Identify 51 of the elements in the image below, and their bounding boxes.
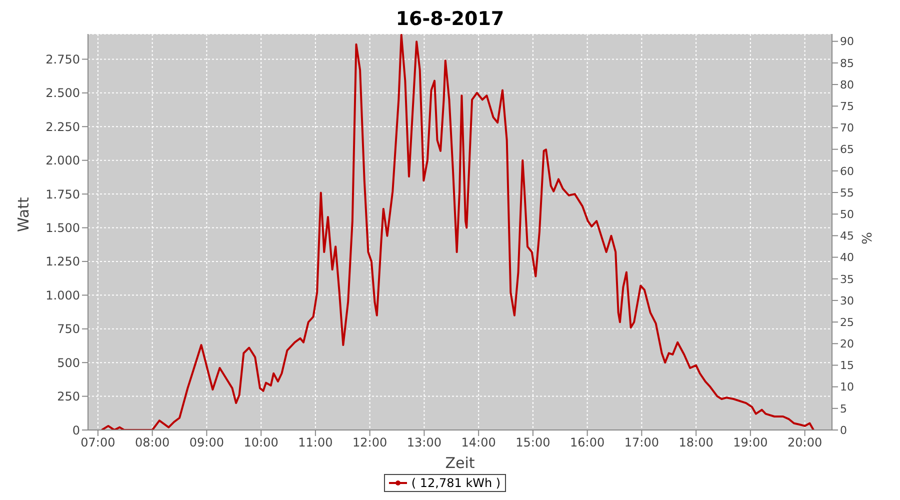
y2-tick-label: 45 bbox=[840, 230, 854, 243]
x-tick-label: 14:00 bbox=[461, 436, 496, 450]
x-axis-title: Zeit bbox=[445, 454, 475, 472]
y2-tick-label: 35 bbox=[840, 272, 854, 286]
y-tick-label: 500 bbox=[57, 356, 80, 370]
y2-tick-label: 85 bbox=[840, 56, 854, 70]
x-tick-label: 13:00 bbox=[406, 436, 442, 450]
x-tick-label: 19:00 bbox=[733, 436, 768, 450]
y-tick-label: 2.500 bbox=[46, 86, 80, 100]
y-tick-label: 1.750 bbox=[46, 187, 80, 202]
y2-tick-label: 90 bbox=[840, 35, 854, 48]
y2-tick-label: 20 bbox=[840, 338, 854, 351]
y2-tick-label: 40 bbox=[840, 251, 854, 264]
y2-axis-title: % bbox=[860, 232, 876, 244]
y2-tick-label: 55 bbox=[840, 186, 854, 200]
y2-tick-label: 50 bbox=[840, 208, 854, 221]
y2-tick-label: 60 bbox=[840, 164, 854, 178]
x-tick-label: 09:00 bbox=[189, 436, 224, 450]
x-tick-label: 12:00 bbox=[352, 436, 388, 450]
x-tick-label: 17:00 bbox=[624, 436, 659, 450]
x-tick-label: 15:00 bbox=[516, 436, 550, 450]
y-tick-label: 2.000 bbox=[46, 154, 80, 168]
y-tick-label: 1.500 bbox=[46, 221, 80, 236]
x-tick-label: 16:00 bbox=[570, 436, 605, 450]
x-tick-label: 08:00 bbox=[135, 436, 170, 450]
y2-tick-label: 65 bbox=[840, 143, 854, 156]
y2-tick-label: 0 bbox=[840, 424, 847, 437]
x-tick-label: 20:00 bbox=[788, 436, 822, 450]
y2-tick-label: 25 bbox=[840, 316, 854, 329]
y2-tick-label: 30 bbox=[840, 294, 854, 308]
y-tick-label: 2.250 bbox=[46, 120, 80, 134]
y-tick-label: 250 bbox=[57, 390, 80, 404]
x-tick-label: 07:00 bbox=[80, 436, 116, 450]
y2-tick-label: 15 bbox=[840, 359, 854, 372]
y-tick-label: 2.750 bbox=[46, 52, 80, 66]
y2-tick-label: 75 bbox=[840, 100, 854, 114]
y-tick-label: 1.250 bbox=[46, 254, 80, 269]
y2-tick-label: 70 bbox=[840, 122, 854, 135]
x-tick-label: 11:00 bbox=[298, 436, 333, 450]
line-series bbox=[100, 34, 815, 430]
x-tick-label: 10:00 bbox=[244, 436, 278, 450]
y-tick-label: 1.000 bbox=[46, 288, 80, 302]
y-tick-label: 750 bbox=[57, 322, 80, 336]
y2-tick-label: 10 bbox=[840, 380, 854, 394]
y2-tick-label: 5 bbox=[840, 402, 847, 416]
y2-tick-label: 80 bbox=[840, 78, 854, 92]
chart-title: 16-8-2017 bbox=[394, 8, 506, 32]
legend-label: ( 12,781 kWh ) bbox=[411, 476, 501, 490]
y-axis-title: Watt bbox=[14, 197, 32, 232]
x-tick-label: 18:00 bbox=[678, 436, 714, 450]
y-tick-label: 0 bbox=[72, 423, 80, 438]
